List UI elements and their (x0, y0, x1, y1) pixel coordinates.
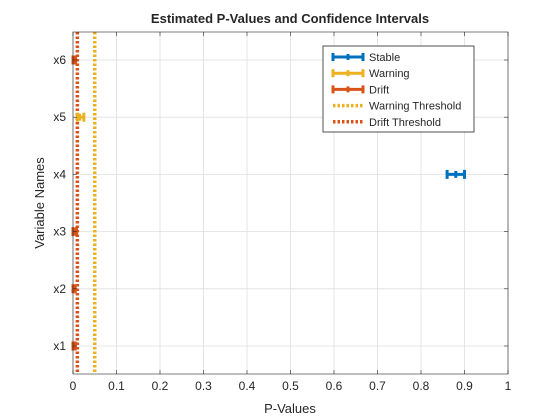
x-axis-label: P-Values (264, 401, 316, 416)
threshold-lines (75, 32, 97, 374)
y-tick-label: x2 (53, 282, 66, 296)
y-axis-label: Variable Names (32, 157, 47, 249)
y-tick-label: x4 (53, 167, 66, 181)
legend-label: Drift Threshold (369, 117, 441, 129)
x-tick-label: 0.9 (456, 379, 473, 393)
x-tick-label: 0.5 (282, 379, 299, 393)
x-tick-label: 0.3 (195, 379, 212, 393)
x-tick-label: 0 (70, 379, 77, 393)
y-tick-label: x6 (53, 53, 66, 67)
x-tick-label: 1 (505, 379, 512, 393)
x-tick-label: 0.1 (108, 379, 125, 393)
x-axis-ticks: 0 0.1 0.2 0.3 0.4 0.5 0.6 0.7 0.8 0.9 1 (70, 32, 512, 393)
chart-title: Estimated P-Values and Confidence Interv… (151, 11, 429, 26)
x-tick-label: 0.6 (326, 379, 343, 393)
x-tick-label: 0.4 (239, 379, 256, 393)
legend-label: Warning Threshold (369, 101, 461, 113)
x-tick-label: 0.7 (369, 379, 386, 393)
y-tick-label: x5 (53, 110, 66, 124)
legend: Stable Warning Drift Warning Threshold Drift… (322, 45, 475, 133)
y-tick-label: x3 (53, 225, 66, 239)
legend-label: Drift (369, 84, 389, 96)
legend-label: Stable (369, 52, 400, 64)
y-axis-ticks: x1 x2 x3 x4 x5 x6 (53, 53, 508, 353)
x-tick-label: 0.8 (413, 379, 430, 393)
x-tick-label: 0.2 (152, 379, 169, 393)
legend-label: Warning (369, 68, 410, 80)
y-tick-label: x1 (53, 339, 66, 353)
